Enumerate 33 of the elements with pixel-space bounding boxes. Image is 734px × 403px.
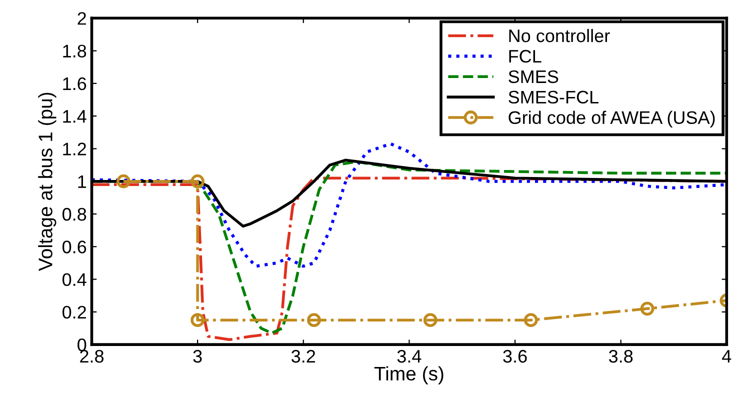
y-tick-label: 0.4 <box>62 273 86 286</box>
point <box>423 313 438 328</box>
legend-label: Grid code of AWEA (USA) <box>508 110 715 128</box>
x-tick-label: 2.8 <box>80 350 104 363</box>
y-tick-label: 1 <box>78 175 86 188</box>
x-tick-label: 3.4 <box>397 350 422 363</box>
point <box>116 174 130 188</box>
y-tick-label: 0.2 <box>62 306 86 319</box>
legend-label: No controller <box>509 28 610 42</box>
y-tick-label: 1.6 <box>63 77 86 90</box>
point <box>190 174 205 188</box>
y-tick-label: 0.8 <box>62 208 86 221</box>
y-tick-label: 1.4 <box>63 110 86 123</box>
y-tick-label: 0 <box>78 338 86 352</box>
legend-label: SMES <box>508 70 558 84</box>
line-series <box>92 142 727 268</box>
y-tick-label: 2 <box>78 12 86 25</box>
x-tick-label: 3 <box>193 350 202 363</box>
x-tick-label: 3.6 <box>503 350 527 363</box>
point <box>190 313 205 328</box>
y-axis-title: Voltage at bus 1 (pu) <box>38 92 56 271</box>
point <box>640 302 654 316</box>
y-tick-label: 0.6 <box>62 240 86 254</box>
x-axis-title: Time (s) <box>374 366 444 384</box>
y-tick-label: 1.2 <box>63 142 86 156</box>
point <box>524 313 538 328</box>
x-tick-label: 4 <box>722 350 732 363</box>
x-tick-label: 3.2 <box>292 350 316 363</box>
point <box>307 313 321 328</box>
x-tick-label: 3.8 <box>608 350 633 363</box>
legend-label: SMES-FCL <box>508 90 598 104</box>
legend-label: FCL <box>509 50 542 63</box>
y-tick-label: 1.8 <box>63 44 86 58</box>
